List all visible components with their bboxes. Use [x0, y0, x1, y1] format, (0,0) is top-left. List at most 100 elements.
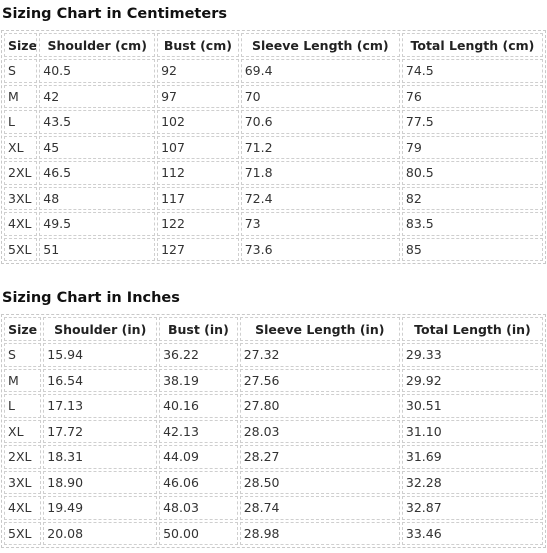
measurement-cell: 48.03 [159, 496, 238, 520]
measurement-cell: 49.5 [39, 212, 156, 236]
measurement-cell: 27.32 [239, 343, 400, 367]
size-cell: M [4, 84, 38, 108]
sizing-table-cm: Size Shoulder (cm) Bust (cm) Sleeve Length … [1, 30, 546, 264]
measurement-cell: 70 [240, 84, 400, 108]
measurement-cell: 51 [39, 237, 156, 261]
measurement-cell: 92 [157, 59, 239, 83]
column-header: Total Length (in) [401, 317, 543, 341]
measurement-cell: 17.72 [43, 419, 158, 443]
measurement-cell: 117 [157, 186, 239, 210]
column-header: Bust (cm) [157, 33, 239, 57]
size-cell: 2XL [4, 445, 42, 469]
column-header: Shoulder (in) [43, 317, 158, 341]
measurement-cell: 27.56 [239, 368, 400, 392]
measurement-cell: 18.90 [43, 470, 158, 494]
measurement-cell: 27.80 [239, 394, 400, 418]
measurement-cell: 69.4 [240, 59, 400, 83]
column-header: Shoulder (cm) [39, 33, 156, 57]
sizing-table-in: Size Shoulder (in) Bust (in) Sleeve Length … [1, 314, 546, 548]
measurement-cell: 32.28 [401, 470, 543, 494]
measurement-cell: 122 [157, 212, 239, 236]
column-header: Bust (in) [159, 317, 238, 341]
size-cell: 5XL [4, 237, 38, 261]
size-cell: 3XL [4, 186, 38, 210]
table-row: L 43.5 102 70.6 77.5 [4, 110, 543, 134]
measurement-cell: 73 [240, 212, 400, 236]
table-row: XL 45 107 71.2 79 [4, 135, 543, 159]
sizing-chart-inches: Sizing Chart in Inches Size Shoulder (in)… [0, 284, 547, 548]
measurement-cell: 112 [157, 161, 239, 185]
column-header: Size [4, 33, 38, 57]
size-cell: XL [4, 135, 38, 159]
size-cell: 2XL [4, 161, 38, 185]
measurement-cell: 42.13 [159, 419, 238, 443]
measurement-cell: 30.51 [401, 394, 543, 418]
table-row: XL 17.72 42.13 28.03 31.10 [4, 419, 543, 443]
table-row: 3XL 18.90 46.06 28.50 32.28 [4, 470, 543, 494]
size-cell: L [4, 110, 38, 134]
measurement-cell: 50.00 [159, 521, 238, 545]
measurement-cell: 28.03 [239, 419, 400, 443]
column-header: Sleeve Length (in) [239, 317, 400, 341]
measurement-cell: 45 [39, 135, 156, 159]
size-cell: 4XL [4, 212, 38, 236]
table-row: S 40.5 92 69.4 74.5 [4, 59, 543, 83]
measurement-cell: 40.16 [159, 394, 238, 418]
measurement-cell: 72.4 [240, 186, 400, 210]
size-cell: M [4, 368, 42, 392]
measurement-cell: 46.06 [159, 470, 238, 494]
measurement-cell: 28.74 [239, 496, 400, 520]
measurement-cell: 20.08 [43, 521, 158, 545]
measurement-cell: 83.5 [401, 212, 543, 236]
measurement-cell: 70.6 [240, 110, 400, 134]
measurement-cell: 76 [401, 84, 543, 108]
section-title: Sizing Chart in Inches [2, 290, 180, 306]
measurement-cell: 42 [39, 84, 156, 108]
measurement-cell: 97 [157, 84, 239, 108]
measurement-cell: 16.54 [43, 368, 158, 392]
size-cell: 5XL [4, 521, 42, 545]
table-row: 4XL 19.49 48.03 28.74 32.87 [4, 496, 543, 520]
table-row: M 42 97 70 76 [4, 84, 543, 108]
measurement-cell: 29.33 [401, 343, 543, 367]
measurement-cell: 36.22 [159, 343, 238, 367]
measurement-cell: 32.87 [401, 496, 543, 520]
column-header: Total Length (cm) [401, 33, 543, 57]
table-row: M 16.54 38.19 27.56 29.92 [4, 368, 543, 392]
measurement-cell: 33.46 [401, 521, 543, 545]
measurement-cell: 71.8 [240, 161, 400, 185]
measurement-cell: 15.94 [43, 343, 158, 367]
measurement-cell: 38.19 [159, 368, 238, 392]
measurement-cell: 28.98 [239, 521, 400, 545]
measurement-cell: 48 [39, 186, 156, 210]
measurement-cell: 31.69 [401, 445, 543, 469]
table-row: 2XL 46.5 112 71.8 80.5 [4, 161, 543, 185]
size-cell: S [4, 59, 38, 83]
table-row: 4XL 49.5 122 73 83.5 [4, 212, 543, 236]
measurement-cell: 73.6 [240, 237, 400, 261]
table-row: 3XL 48 117 72.4 82 [4, 186, 543, 210]
measurement-cell: 18.31 [43, 445, 158, 469]
measurement-cell: 107 [157, 135, 239, 159]
measurement-cell: 102 [157, 110, 239, 134]
table-row: 5XL 20.08 50.00 28.98 33.46 [4, 521, 543, 545]
measurement-cell: 74.5 [401, 59, 543, 83]
size-cell: 4XL [4, 496, 42, 520]
measurement-cell: 71.2 [240, 135, 400, 159]
measurement-cell: 82 [401, 186, 543, 210]
header-row: Size Shoulder (cm) Bust (cm) Sleeve Length … [4, 33, 543, 57]
measurement-cell: 17.13 [43, 394, 158, 418]
size-cell: XL [4, 419, 42, 443]
size-cell: L [4, 394, 42, 418]
table-row: S 15.94 36.22 27.32 29.33 [4, 343, 543, 367]
measurement-cell: 85 [401, 237, 543, 261]
column-header: Size [4, 317, 42, 341]
section-title: Sizing Chart in Centimeters [2, 6, 227, 22]
measurement-cell: 46.5 [39, 161, 156, 185]
measurement-cell: 31.10 [401, 419, 543, 443]
measurement-cell: 28.27 [239, 445, 400, 469]
measurement-cell: 77.5 [401, 110, 543, 134]
measurement-cell: 44.09 [159, 445, 238, 469]
column-header: Sleeve Length (cm) [240, 33, 400, 57]
sizing-chart-centimeters: Sizing Chart in Centimeters Size Shoulder… [0, 0, 547, 264]
